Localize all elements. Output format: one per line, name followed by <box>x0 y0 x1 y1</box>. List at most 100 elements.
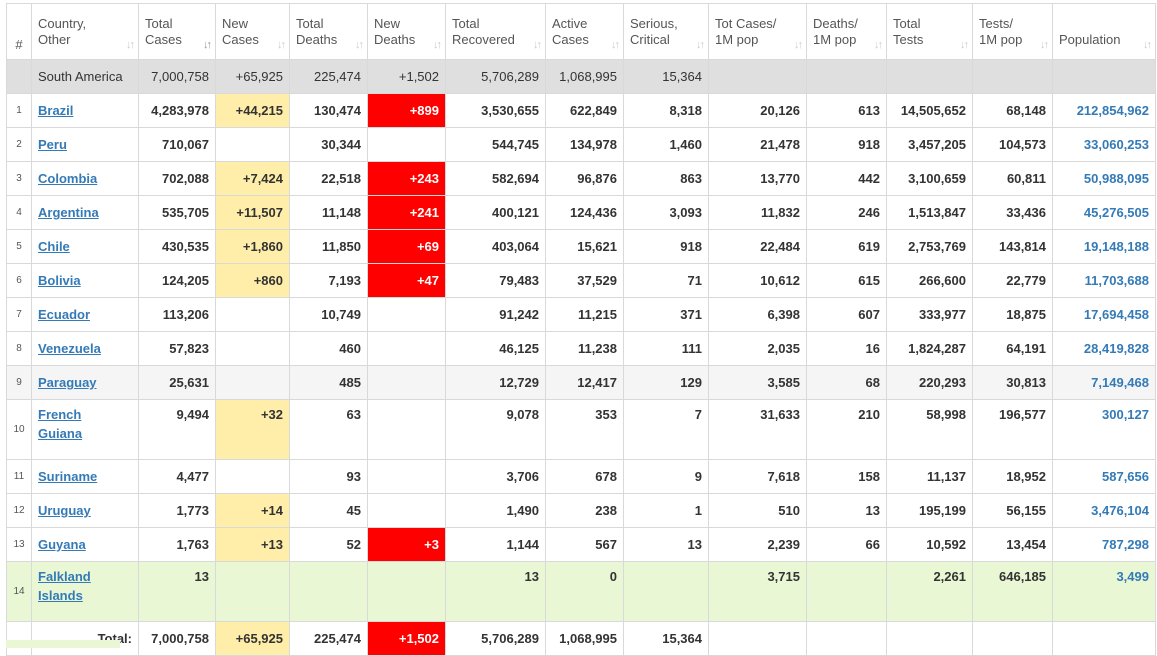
population-link[interactable]: 587,656 <box>1102 469 1149 484</box>
population-link[interactable]: 787,298 <box>1102 537 1149 552</box>
total-cases-cell: 113,206 <box>138 297 216 332</box>
country-link[interactable]: Brazil <box>38 101 73 120</box>
new-cases-cell: +7,424 <box>215 161 290 196</box>
total-deaths-cell: 11,850 <box>289 229 368 264</box>
cases-per-million-cell: 510 <box>708 493 807 528</box>
population-link[interactable]: 300,127 <box>1102 407 1149 422</box>
country-name: Paraguay <box>38 375 97 390</box>
sort-arrows-icon[interactable]: ↓↑ <box>696 39 705 51</box>
active-cases-cell: 134,978 <box>545 127 624 162</box>
row-index <box>6 59 32 94</box>
country-link[interactable]: Falkland Islands <box>38 567 91 605</box>
header-tests-per-million[interactable]: Tests/1M pop ↓↑ <box>972 3 1053 60</box>
header-label-line2: Recovered <box>452 31 515 47</box>
total-deaths-cell: 130,474 <box>289 93 368 128</box>
active-cases-cell: 124,436 <box>545 195 624 230</box>
sort-arrows-icon[interactable]: ↓↑ <box>1143 39 1152 51</box>
country-link[interactable]: Peru <box>38 135 67 154</box>
tests-per-million-cell: 196,577 <box>972 399 1053 460</box>
sort-arrows-icon[interactable]: ↓↑ <box>355 39 364 51</box>
sort-arrows-icon[interactable]: ↓↑ <box>203 39 212 51</box>
population-link[interactable]: 3,499 <box>1116 569 1149 584</box>
serious-critical-cell: 15,364 <box>623 621 709 656</box>
header-cases-per-million[interactable]: Tot Cases/1M pop ↓↑ <box>708 3 807 60</box>
population-link[interactable]: 17,694,458 <box>1083 307 1149 322</box>
country-link[interactable]: Argentina <box>38 203 99 222</box>
new-cases-cell <box>215 127 290 162</box>
population-link[interactable]: 28,419,828 <box>1083 341 1149 356</box>
header-new-cases[interactable]: New Cases ↓↑ <box>215 3 290 60</box>
sort-arrows-icon[interactable]: ↓↑ <box>794 39 803 51</box>
total-cases-cell: 535,705 <box>138 195 216 230</box>
country-name-line2: Guiana <box>38 426 83 441</box>
population-link[interactable]: 50,988,095 <box>1083 171 1149 186</box>
country-cell: Venezuela <box>31 331 139 366</box>
row-index: 14 <box>6 561 32 622</box>
country-name: Uruguay <box>38 503 91 518</box>
total-recovered-cell: 400,121 <box>445 195 546 230</box>
country-link[interactable]: Colombia <box>38 169 97 188</box>
serious-critical-cell: 129 <box>623 365 709 400</box>
country-cell: Colombia <box>31 161 139 196</box>
population-link[interactable]: 33,060,253 <box>1083 137 1149 152</box>
country-link[interactable]: Paraguay <box>38 373 97 392</box>
header-index: # <box>6 3 32 60</box>
country-link[interactable]: Ecuador <box>38 305 90 324</box>
header-country[interactable]: Country, Other ↓↑ <box>31 3 139 60</box>
header-label-line1: Total <box>893 15 921 31</box>
header-total-recovered[interactable]: Total Recovered ↓↑ <box>445 3 546 60</box>
sort-arrows-icon[interactable]: ↓↑ <box>1040 39 1049 51</box>
country-link[interactable]: Guyana <box>38 535 86 554</box>
country-link[interactable]: Bolivia <box>38 271 81 290</box>
total-recovered-cell: 3,706 <box>445 459 546 494</box>
new-cases-cell: +32 <box>215 399 290 460</box>
population-link[interactable]: 19,148,188 <box>1083 239 1149 254</box>
new-deaths-cell <box>367 561 446 622</box>
total-deaths-cell: 460 <box>289 331 368 366</box>
total-deaths-cell: 485 <box>289 365 368 400</box>
population-link[interactable]: 45,276,505 <box>1083 205 1149 220</box>
population-link[interactable]: 3,476,104 <box>1091 503 1149 518</box>
new-deaths-cell <box>367 297 446 332</box>
sort-arrows-icon[interactable]: ↓↑ <box>874 39 883 51</box>
sort-arrows-icon[interactable]: ↓↑ <box>960 39 969 51</box>
header-total-tests[interactable]: Total Tests ↓↑ <box>886 3 973 60</box>
header-total-deaths[interactable]: Total Deaths ↓↑ <box>289 3 368 60</box>
table-row: 1 Brazil 4,283,978 +44,215 130,474 +899 3,530,… <box>6 93 1156 128</box>
country-link[interactable]: Chile <box>38 237 70 256</box>
country-link[interactable]: Suriname <box>38 467 97 486</box>
sort-arrows-icon[interactable]: ↓↑ <box>611 39 620 51</box>
header-new-deaths[interactable]: New Deaths ↓↑ <box>367 3 446 60</box>
empty-cell <box>972 621 1053 656</box>
serious-critical-cell: 7 <box>623 399 709 460</box>
total-tests-cell: 58,998 <box>886 399 973 460</box>
header-total-cases[interactable]: Total Cases ↓↑ <box>138 3 216 60</box>
total-recovered-cell: 3,530,655 <box>445 93 546 128</box>
country-link[interactable]: French Guiana <box>38 405 82 443</box>
total-recovered-cell: 544,745 <box>445 127 546 162</box>
row-index: 4 <box>6 195 32 230</box>
deaths-per-million-cell: 607 <box>806 297 887 332</box>
country-link[interactable]: Uruguay <box>38 501 91 520</box>
sort-arrows-icon[interactable]: ↓↑ <box>433 39 442 51</box>
sort-arrows-icon[interactable]: ↓↑ <box>126 39 135 51</box>
header-serious-critical[interactable]: Serious, Critical ↓↑ <box>623 3 709 60</box>
tests-per-million-cell: 18,952 <box>972 459 1053 494</box>
population-link[interactable]: 11,703,688 <box>1084 273 1149 288</box>
sort-arrows-icon[interactable]: ↓↑ <box>533 39 542 51</box>
population-link[interactable]: 7,149,468 <box>1091 375 1149 390</box>
total-deaths-cell: 93 <box>289 459 368 494</box>
total-deaths-cell: 45 <box>289 493 368 528</box>
sort-arrows-icon[interactable]: ↓↑ <box>277 39 286 51</box>
header-label-line1: Total <box>296 15 324 31</box>
country-name: Peru <box>38 137 67 152</box>
header-label-line2: 1M pop <box>979 31 1023 47</box>
header-deaths-per-million[interactable]: Deaths/1M pop ↓↑ <box>806 3 887 60</box>
header-active-cases[interactable]: Active Cases ↓↑ <box>545 3 624 60</box>
population-link[interactable]: 212,854,962 <box>1076 103 1149 118</box>
serious-critical-cell: 1 <box>623 493 709 528</box>
header-population[interactable]: Population ↓↑ <box>1052 3 1156 60</box>
country-link[interactable]: Venezuela <box>38 339 101 358</box>
header-label-line2: Other <box>38 31 71 47</box>
new-deaths-cell: +899 <box>367 93 446 128</box>
